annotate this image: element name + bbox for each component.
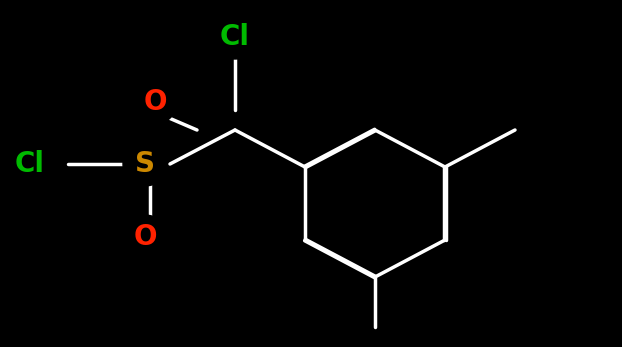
Circle shape xyxy=(123,215,167,259)
Circle shape xyxy=(8,142,52,186)
Text: O: O xyxy=(133,223,157,251)
Text: Cl: Cl xyxy=(15,150,45,178)
Circle shape xyxy=(213,15,257,59)
Circle shape xyxy=(123,142,167,186)
Circle shape xyxy=(133,80,177,124)
Text: Cl: Cl xyxy=(220,23,250,51)
Text: O: O xyxy=(143,88,167,116)
Text: S: S xyxy=(135,150,155,178)
